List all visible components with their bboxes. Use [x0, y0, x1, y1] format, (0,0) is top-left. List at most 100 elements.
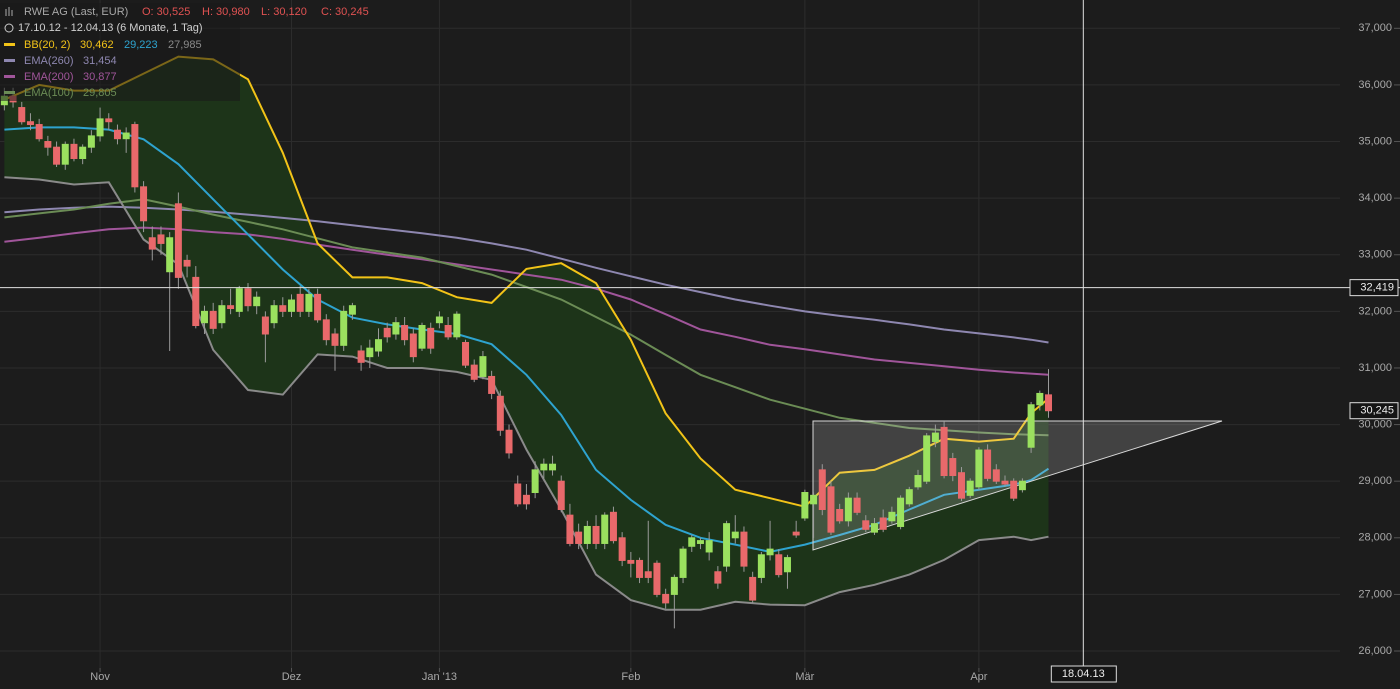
x-tick-label: Nov [90, 671, 110, 683]
legend-entry: EMA(200) [24, 71, 74, 83]
candle-body [853, 497, 861, 513]
candle-body [1027, 404, 1035, 448]
indicator-line [4, 205, 1049, 344]
candle-body [331, 333, 339, 346]
candle-body [975, 449, 983, 488]
candle-body [113, 129, 121, 140]
legend-value: 27,985 [168, 39, 202, 51]
candle-body [427, 327, 435, 349]
x-tick-label: Mär [795, 671, 814, 683]
candle-body [453, 313, 461, 338]
candle-body [53, 146, 61, 165]
candle-body [540, 463, 548, 471]
candle-body [122, 132, 130, 140]
candle-body [870, 523, 878, 533]
candle-body [844, 497, 852, 522]
legend-swatch [4, 59, 15, 62]
y-tick-label: 26,000 [1358, 645, 1392, 657]
candle-body [70, 143, 78, 160]
candle-body [696, 540, 704, 544]
candle-body [287, 299, 295, 312]
candle-body [18, 107, 26, 123]
candle-body [270, 305, 278, 324]
y-tick-label: 32,000 [1358, 305, 1392, 317]
candle-body [653, 562, 661, 595]
candle-body [688, 537, 696, 547]
candle-body [827, 486, 835, 533]
legend-swatch [4, 75, 15, 78]
y-tick-label: 33,000 [1358, 249, 1392, 261]
candle-body [375, 339, 383, 352]
clock-icon [4, 23, 14, 33]
candle-body [984, 449, 992, 479]
candle-body [670, 576, 678, 595]
candle-body [409, 333, 417, 358]
legend-background [0, 3, 240, 101]
candle-body [418, 325, 426, 349]
indicator-line [4, 176, 1049, 611]
candle-body [775, 554, 783, 576]
candle-body [322, 319, 330, 341]
candle-body [87, 135, 95, 148]
candle-body [723, 523, 731, 567]
y-tick-label: 36,000 [1358, 79, 1392, 91]
legend-value: 29,223 [124, 39, 158, 51]
chart-subtitle: 17.10.12 - 12.04.13 (6 Monate, 1 Tag) [18, 22, 202, 34]
candle-body [296, 293, 304, 312]
candle-body [714, 571, 722, 584]
candle-body [305, 293, 313, 312]
candle-body [592, 525, 600, 544]
candle-body [914, 475, 922, 488]
quote-label: C: 30,245 [321, 6, 369, 18]
quote-label: H: 30,980 [202, 6, 250, 18]
candle-body [1001, 480, 1009, 485]
legend-rows: BB(20, 2) 30,462 29,223 27,985 EMA(260) 31,45… [4, 39, 202, 99]
last-price-label: 30,245 [1360, 405, 1394, 417]
candle-body [227, 305, 235, 310]
candle-body [514, 483, 522, 505]
candle-body [35, 124, 43, 140]
candle-body [931, 432, 939, 443]
candle-body [435, 316, 443, 324]
candle-body [79, 146, 87, 160]
legend-swatch [4, 91, 15, 94]
candle-body [662, 593, 670, 604]
candle-body [531, 469, 539, 494]
legend-swatch [4, 43, 15, 46]
x-tick-label: Apr [970, 671, 987, 683]
candle-body [209, 310, 217, 329]
crosshair-y-label: 32,419 [1360, 282, 1394, 294]
candle-body [879, 517, 887, 530]
chart-icon [5, 7, 13, 16]
legend: RWE AG (Last, EUR) O: 30,525 H: 30,980 L… [0, 3, 369, 101]
band-layer [4, 56, 1049, 610]
candle-body [801, 492, 809, 519]
y-tick-label: 28,000 [1358, 532, 1392, 544]
candle-body [949, 458, 957, 477]
band-fill [4, 56, 1049, 610]
axis-layer: 26,000 27,000 28,000 29,000 30,000 31,000 32,0… [90, 22, 1400, 683]
legend-entry: BB(20, 2) [24, 39, 70, 51]
candle-body [96, 118, 104, 137]
candle-body [200, 310, 208, 324]
candle-body [1018, 480, 1026, 491]
candle-body [462, 341, 470, 366]
crosshair-y-box [1349, 279, 1399, 297]
y-tick-label: 35,000 [1358, 135, 1392, 147]
candle-body [253, 296, 261, 307]
candle-body [244, 288, 252, 307]
candle-body [836, 508, 844, 522]
triangle-annotation [812, 420, 1223, 551]
candle-body [131, 124, 139, 188]
candle-body [392, 322, 400, 335]
candle-body [757, 554, 765, 578]
candle-body [522, 494, 530, 505]
candle-body [549, 463, 557, 471]
candle-body [566, 514, 574, 544]
candle-body [905, 489, 913, 505]
candle-body [705, 540, 713, 553]
quote-label: O: 30,525 [142, 6, 190, 18]
y-tick-label: 34,000 [1358, 192, 1392, 204]
